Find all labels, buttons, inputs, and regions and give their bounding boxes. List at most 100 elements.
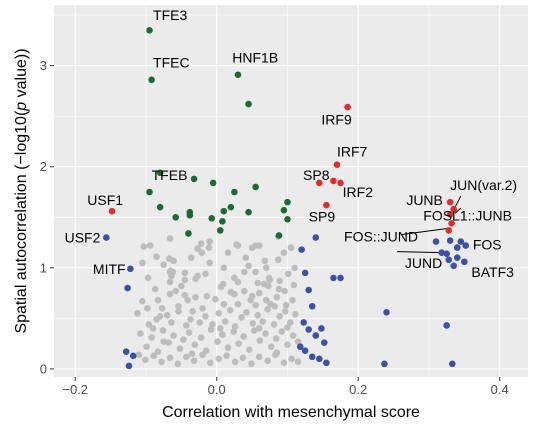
gray-point [234,300,242,308]
blue-point [308,353,316,361]
axes: −0.2 0.0 0.2 0.4 0 1 2 3 [40,58,509,397]
point-irf2 [337,179,344,187]
gray-point [256,337,264,344]
gray-point [178,282,185,290]
gray-point [197,334,205,341]
blue-point [443,322,450,329]
gray-point [220,264,228,272]
gray-point [143,343,150,350]
gray-point [281,287,288,295]
green-point [186,211,194,219]
gray-point [255,242,263,249]
gray-point [160,338,167,345]
x-tick-label: 0.2 [349,382,367,397]
gray-point [284,324,291,331]
green-point [216,227,224,234]
gridlines [54,5,528,377]
point-sp8 [315,179,323,187]
gray-point [282,307,289,315]
blue-point [381,360,388,368]
gray-point [156,313,164,320]
blue-point [124,284,131,292]
gray-point [223,352,230,360]
gray-point [238,314,245,321]
gray-point [166,268,174,276]
green-point [208,214,216,222]
point-fos [457,238,465,245]
point-junb [446,198,454,206]
gray-point [235,340,242,347]
gray-point [187,254,195,262]
y-axis-title-part-3: value)) [13,48,30,101]
gray-point [266,276,274,284]
gray-point [280,249,288,256]
green-point [172,213,179,221]
blue-point [315,355,323,363]
y-tick-label: 2 [40,159,47,174]
gray-point [159,327,167,334]
x-tick-label: 0.4 [491,382,509,397]
gray-point [207,359,214,367]
blue-point [298,246,305,253]
gray-point [271,302,279,310]
gray-point [252,301,259,309]
gray-point [214,338,221,345]
gray-point [254,312,262,319]
gray-point [265,282,272,290]
gray-point [181,269,189,277]
blue-point [312,332,320,339]
green-point [227,203,235,211]
gray-point [245,262,252,270]
gray-point [284,341,291,348]
blue-point [300,319,308,326]
gray-point [144,274,152,282]
blue-point [323,359,330,367]
blue-point [122,348,130,356]
gray-point [290,281,298,289]
gray-point [252,268,259,276]
blue-point [318,325,325,332]
green-point [156,169,164,177]
gray-point [272,335,280,342]
gray-point [262,296,270,304]
gray-point [166,278,174,286]
gray-point [140,243,148,250]
gray-point [280,359,288,367]
gray-point [219,331,226,338]
gray-point [239,354,247,362]
point-batf3 [450,262,458,270]
point-jund [438,249,445,256]
point-usf1 [108,207,116,215]
gray-point [160,261,167,269]
gray-point [153,253,160,261]
gray-point [206,259,213,267]
label-hnf1b: HNF1B [232,50,278,66]
green-point [231,188,238,196]
gray-point [255,325,263,332]
blue-point [125,362,133,370]
gray-point [172,287,179,295]
gray-point [166,290,174,298]
label-tfe3: TFE3 [153,7,187,23]
x-tick-label: −0.2 [62,382,88,397]
gray-point [284,270,292,278]
label-fosl1-junb: FOSL1::JUNB [423,207,512,223]
gray-point [196,319,204,326]
gray-point [273,349,281,357]
y-tick-label: 1 [40,260,47,275]
gray-point [294,358,302,366]
gray-point [248,292,256,300]
gray-point [185,329,193,336]
label-tfeb: TFEB [152,167,188,183]
gray-point [231,290,238,298]
blue-point [312,234,320,241]
point-tfe3 [146,26,153,34]
green-point [146,188,153,196]
blue-point [308,302,316,310]
gray-point [216,325,224,332]
label-irf7: IRF7 [337,144,368,160]
gray-point [270,321,278,328]
gray-point [276,277,283,285]
gray-point [267,343,275,350]
blue-point [305,286,312,294]
